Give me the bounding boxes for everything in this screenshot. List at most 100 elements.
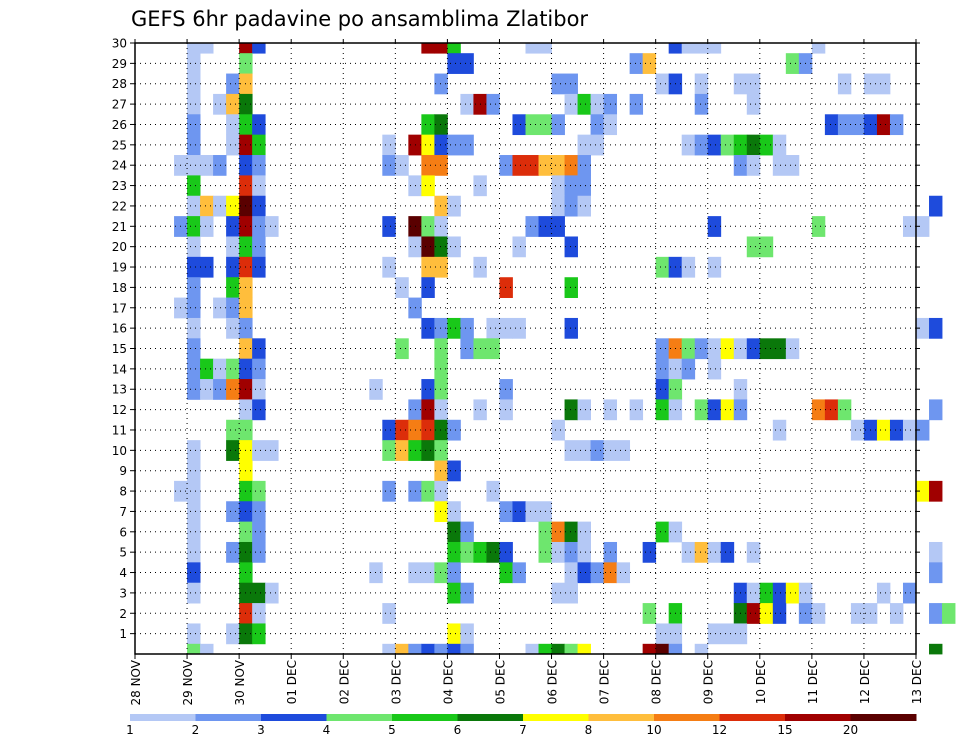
- heatmap-cell: [252, 195, 266, 217]
- heatmap-cell: [551, 419, 565, 441]
- heatmap-cell: [564, 175, 591, 197]
- heatmap-cell: [629, 399, 644, 421]
- heatmap-cell: [551, 541, 565, 563]
- chart-title: GEFS 6hr padavine po ansamblima Zlatibor: [131, 7, 588, 31]
- colorbar-swatch: [457, 714, 524, 721]
- heatmap-cell: [252, 501, 266, 523]
- colorbar: 1 2 3 4 5 6 7 8 10 12 15 20: [126, 714, 917, 737]
- heatmap-cell: [746, 155, 761, 176]
- heatmap-cell: [226, 317, 240, 339]
- heatmap-cell: [187, 175, 201, 197]
- heatmap-cell: [200, 379, 214, 400]
- heatmap-cell: [447, 501, 461, 523]
- heatmap-cell: [746, 582, 761, 604]
- heatmap-cell: [707, 338, 722, 360]
- y-tick-label: 19: [112, 261, 127, 275]
- heatmap-cell: [421, 277, 435, 298]
- heatmap-cell: [434, 399, 448, 421]
- y-tick-label: 28: [112, 77, 127, 91]
- heatmap-cell: [916, 419, 930, 441]
- heatmap-cell: [395, 155, 409, 176]
- heatmap-cell: [564, 399, 578, 421]
- heatmap-cell: [395, 277, 409, 298]
- heatmap-cell: [200, 643, 214, 655]
- heatmap-cell: [720, 134, 735, 156]
- heatmap-cell: [538, 155, 565, 176]
- heatmap-cell: [252, 236, 266, 258]
- heatmap-cell: [512, 317, 526, 339]
- x-tick-label: 02 DEC: [337, 660, 351, 704]
- heatmap-cell: [226, 419, 253, 441]
- heatmap-cell: [213, 379, 227, 400]
- heatmap-cell: [772, 134, 787, 156]
- heatmap-cell: [447, 317, 461, 339]
- heatmap-cell: [226, 216, 240, 237]
- heatmap-cell: [772, 419, 787, 441]
- heatmap-cell: [174, 480, 201, 502]
- heatmap-cell: [187, 53, 201, 74]
- x-tick-label: 30 NOV: [233, 659, 247, 705]
- heatmap-cell: [382, 134, 396, 156]
- heatmap-cell: [681, 358, 696, 380]
- y-tick-label: 16: [112, 322, 127, 336]
- heatmap-cell: [824, 399, 839, 421]
- heatmap-cell: [226, 114, 240, 136]
- x-tick-label: 04 DEC: [441, 660, 455, 704]
- x-axis: 28 NOV 29 NOV 30 NOV 01 DEC 02 DEC 03 DEC 04 D…: [129, 39, 924, 706]
- heatmap-cell: [434, 317, 448, 339]
- heatmap-cell: [590, 93, 604, 115]
- heatmap-cell: [187, 643, 201, 655]
- heatmap-cell: [512, 114, 526, 136]
- x-tick-label: 08 DEC: [650, 660, 664, 704]
- colorbar-swatch: [130, 714, 196, 721]
- heatmap-cell: [187, 73, 201, 95]
- heatmap-cell: [616, 562, 631, 584]
- heatmap-cell: [252, 379, 266, 400]
- colorbar-tick-label: 10: [646, 723, 661, 737]
- heatmap-cell: [434, 460, 448, 482]
- heatmap-cell: [226, 236, 240, 258]
- heatmap-cell: [642, 643, 657, 655]
- x-tick-label: 28 NOV: [129, 659, 143, 705]
- heatmap-cell: [551, 643, 565, 655]
- heatmap-cell: [187, 216, 201, 237]
- heatmap-cell: [239, 582, 266, 604]
- x-tick-label: 10 DEC: [754, 660, 768, 704]
- heatmap-cell: [655, 399, 670, 421]
- heatmap-cell: [525, 501, 552, 523]
- heatmap-cell: [564, 195, 578, 217]
- heatmap-cell: [421, 134, 435, 156]
- y-tick-label: 23: [112, 179, 127, 193]
- heatmap-cell: [707, 216, 722, 237]
- heatmap-cell: [421, 480, 435, 502]
- heatmap-cell: [252, 399, 266, 421]
- heatmap-cell: [564, 643, 578, 655]
- heatmap-cell: [460, 317, 474, 339]
- heatmap-cell: [746, 236, 774, 258]
- heatmap-cell: [655, 73, 670, 95]
- heatmap-cell: [538, 643, 552, 655]
- heatmap-cell: [759, 582, 774, 604]
- heatmap-cell: [929, 562, 943, 584]
- heatmap-cell: [252, 338, 266, 360]
- heatmap-cell: [785, 338, 800, 360]
- heatmap-cell: [720, 541, 735, 563]
- heatmap-cell: [642, 603, 657, 624]
- heatmap-cell: [499, 277, 513, 298]
- heatmap-cell: [187, 521, 201, 543]
- heatmap-cell: [460, 521, 474, 543]
- heatmap-cell: [889, 114, 904, 136]
- heatmap-cell: [252, 256, 266, 278]
- heatmap-cell: [434, 501, 448, 523]
- heatmap-cell: [759, 134, 774, 156]
- heatmap-cell: [733, 73, 761, 95]
- heatmap-cell: [512, 236, 526, 258]
- x-tick-label: 03 DEC: [389, 660, 403, 704]
- heatmap-cell: [551, 73, 578, 95]
- y-tick-label: 30: [112, 37, 127, 51]
- heatmap-cell: [434, 236, 448, 258]
- y-tick-label: 24: [112, 159, 127, 173]
- heatmap-cell: [434, 195, 448, 217]
- heatmap-cell: [603, 440, 631, 461]
- heatmap-cell: [174, 155, 214, 176]
